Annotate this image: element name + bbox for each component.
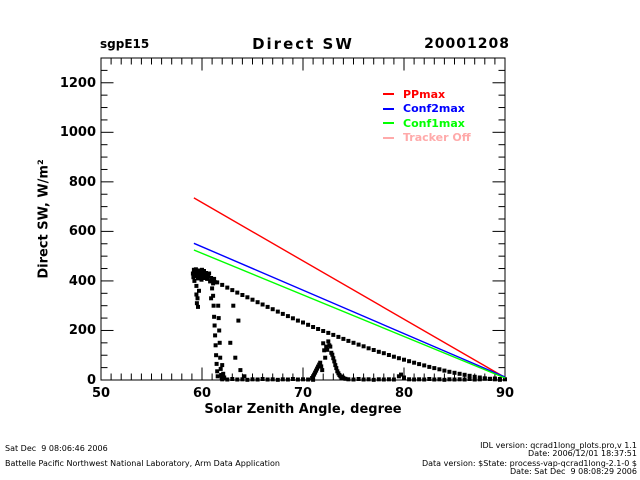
footer-process-date: Date: Sat Dec 9 08:08:29 2006 — [509, 467, 637, 476]
legend-dash-icon — [383, 93, 394, 96]
footer-version-date: Date: 2006/12/01 18:37:51 — [528, 449, 637, 458]
y-tick-label: 800 — [68, 174, 96, 190]
footer-plot-timestamp: Sat Dec 9 08:06:46 2006 — [5, 444, 108, 453]
y-tick-label: 1000 — [59, 125, 96, 141]
footer-idl-version: IDL version: qcrad1long_plots.pro,v 1.1 — [480, 441, 637, 450]
x-tick-label: 60 — [192, 386, 212, 401]
legend-dash-icon — [383, 122, 394, 125]
x-tick-label: 80 — [394, 386, 414, 401]
axis-ticks — [100, 57, 506, 381]
legend-item-ppmax: PPmax — [383, 87, 471, 102]
ppmax-line — [193, 197, 506, 379]
legend-label: Conf1max — [403, 116, 465, 130]
footer-data-version: Data version: $State: process-vap-qcrad1… — [421, 459, 637, 468]
y-tick-label: 400 — [68, 273, 96, 289]
x-tick-label: 50 — [91, 386, 111, 401]
date-label: 20001208 — [424, 36, 510, 52]
scatter-points — [190, 267, 507, 382]
y-tick-label: 200 — [68, 323, 96, 339]
conf2max-line — [193, 242, 506, 378]
footer-laboratory: Battelle Pacific Northwest National Labo… — [5, 459, 280, 468]
legend-dash-icon — [383, 136, 394, 139]
x-axis-label: Solar Zenith Angle, degree — [204, 402, 402, 417]
legend-item-conf1max: Conf1max — [383, 116, 471, 131]
legend-label: Tracker Off — [403, 131, 471, 145]
legend-dash-icon — [383, 107, 394, 110]
conf1max-line — [193, 249, 506, 379]
y-tick-label: 0 — [86, 373, 96, 388]
legend-label: PPmax — [403, 87, 446, 101]
x-tick-label: 90 — [495, 386, 515, 401]
site-label: sgpE15 — [100, 37, 150, 51]
y-tick-label: 600 — [68, 224, 96, 240]
legend-item-tracker-off: Tracker Off — [383, 131, 471, 146]
legend-item-conf2max: Conf2max — [383, 102, 471, 117]
plot-title: Direct SW — [252, 35, 354, 53]
y-tick-label: 1200 — [59, 75, 96, 91]
legend-label: Conf2max — [403, 102, 465, 116]
x-tick-label: 70 — [293, 386, 313, 401]
legend: PPmax Conf2max Conf1max Tracker Off — [383, 87, 471, 145]
